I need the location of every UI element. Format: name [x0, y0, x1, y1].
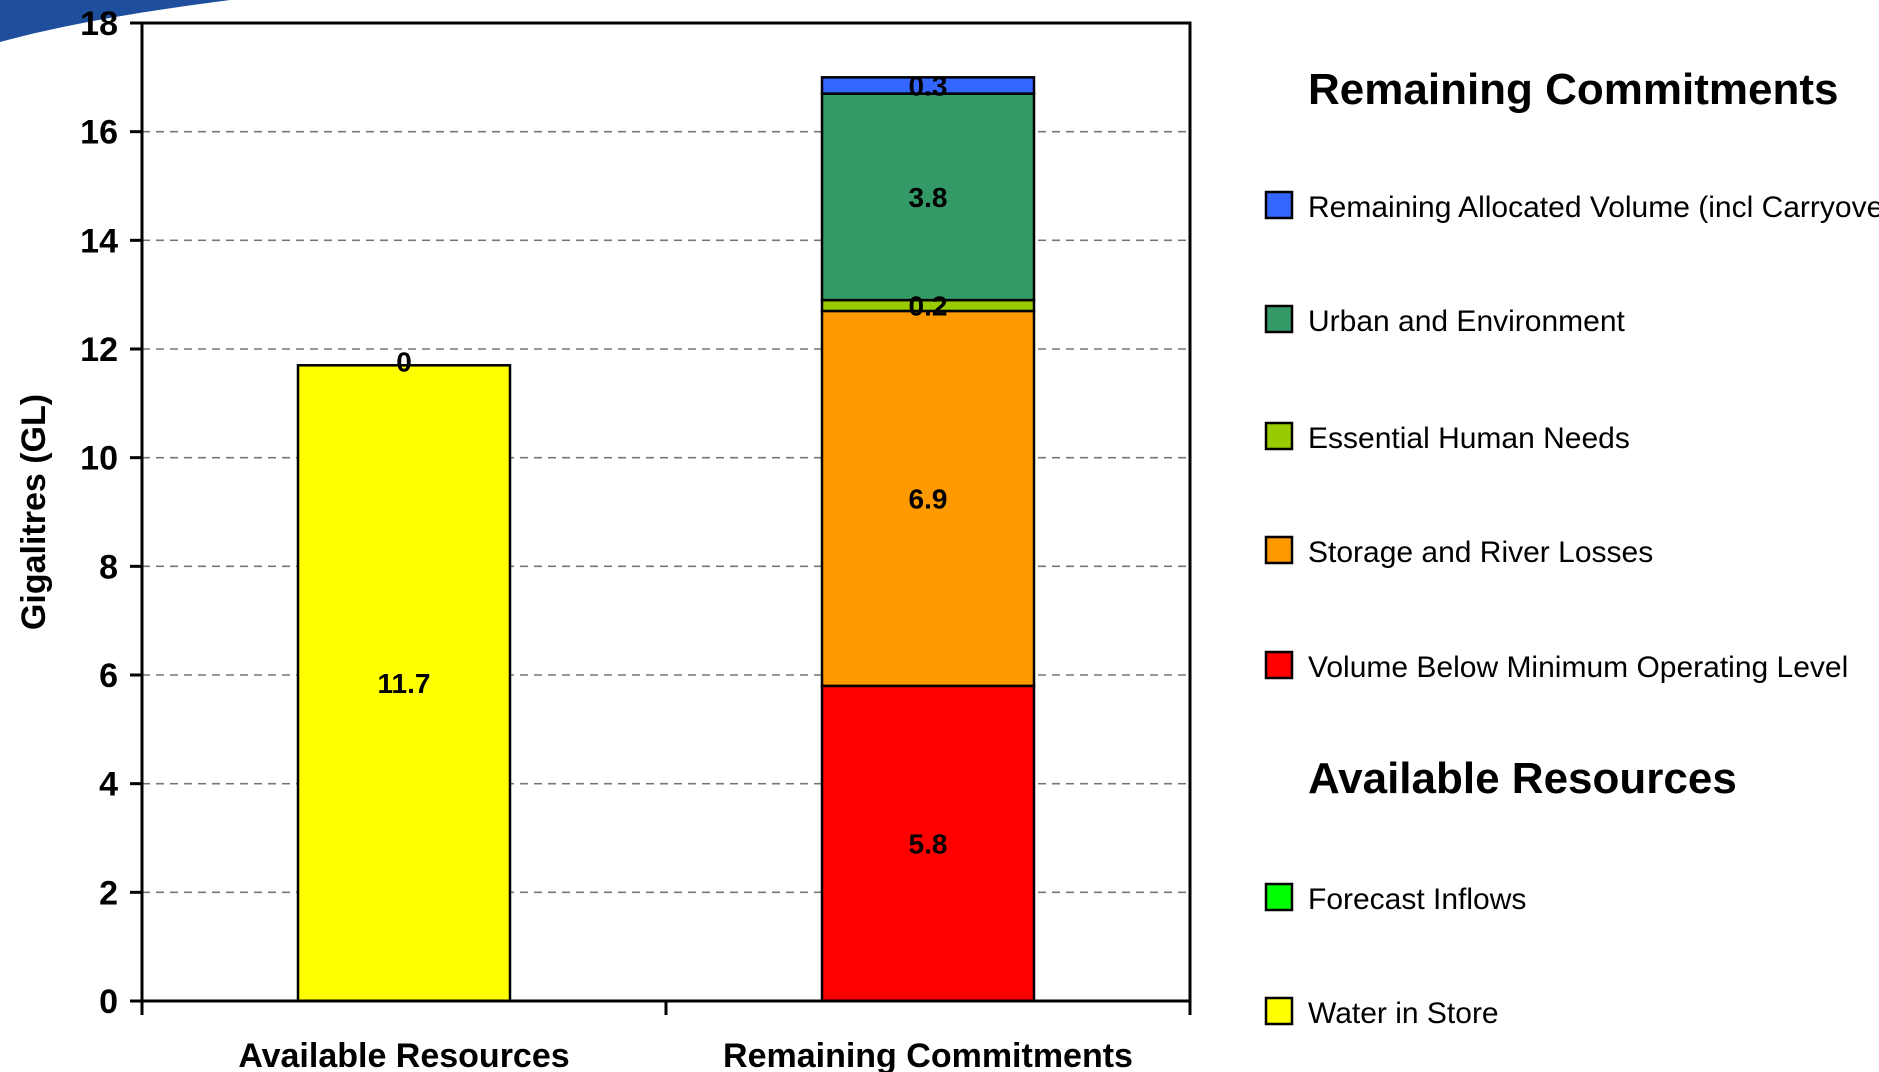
bar-segment — [820, 684, 1036, 1003]
bars — [296, 76, 1036, 1003]
y-axis: 0 2 4 6 8 10 12 14 16 18 — [80, 5, 142, 1021]
y-axis-label: Gigalitres (GL) — [15, 394, 53, 630]
legend-swatch — [1264, 882, 1294, 912]
y-tick-label: 12 — [80, 331, 118, 369]
data-label: 11.7 — [378, 668, 431, 699]
x-tick-label: Available Resources — [238, 1037, 569, 1072]
data-label: 6.9 — [909, 483, 948, 514]
legend-label: Volume Below Minimum Operating Level — [1308, 651, 1848, 684]
corner-decoration — [0, 0, 230, 42]
y-tick-label: 8 — [99, 548, 118, 586]
legend-swatch — [1264, 421, 1294, 451]
data-label: 5.8 — [909, 828, 948, 859]
y-tick-label: 2 — [99, 874, 118, 912]
legend-group-title: Available Resources — [1308, 754, 1737, 803]
y-tick-label: 0 — [99, 983, 118, 1021]
legend-label: Remaining Allocated Volume (incl Carryov… — [1308, 191, 1879, 224]
y-tick-label: 4 — [99, 766, 118, 804]
x-axis: Available Resources Remaining Commitments — [140, 1001, 1192, 1072]
legend-swatch — [1264, 190, 1294, 220]
y-tick-label: 6 — [99, 657, 118, 695]
data-labels: 11.7 0 5.8 6.9 0.2 3.8 0.3 — [378, 70, 948, 859]
legend-label: Water in Store — [1308, 997, 1499, 1030]
y-tick-label: 16 — [80, 114, 118, 152]
bar-segment — [820, 76, 1036, 95]
x-tick-label: Remaining Commitments — [723, 1037, 1133, 1072]
legend-label: Urban and Environment — [1308, 305, 1626, 338]
legend-swatch — [1264, 535, 1294, 565]
data-label: 3.8 — [909, 182, 948, 213]
bar-segment — [820, 309, 1036, 688]
data-label: 0 — [396, 346, 412, 377]
y-tick-label: 10 — [80, 440, 118, 478]
legend-label: Forecast Inflows — [1308, 883, 1526, 916]
y-tick-label: 18 — [80, 5, 118, 43]
legend-label: Storage and River Losses — [1308, 536, 1653, 569]
data-label: 0.2 — [909, 291, 948, 322]
bar-segment — [820, 92, 1036, 302]
y-tick-label: 14 — [80, 222, 118, 260]
legend-swatch — [1264, 996, 1294, 1026]
legend-swatch — [1264, 650, 1294, 680]
legend: Remaining Commitments Remaining Allocated… — [1264, 65, 1879, 1030]
data-label: 0.3 — [909, 70, 948, 101]
legend-label: Essential Human Needs — [1308, 422, 1630, 455]
legend-swatch — [1264, 304, 1294, 334]
legend-group-title: Remaining Commitments — [1308, 65, 1839, 114]
